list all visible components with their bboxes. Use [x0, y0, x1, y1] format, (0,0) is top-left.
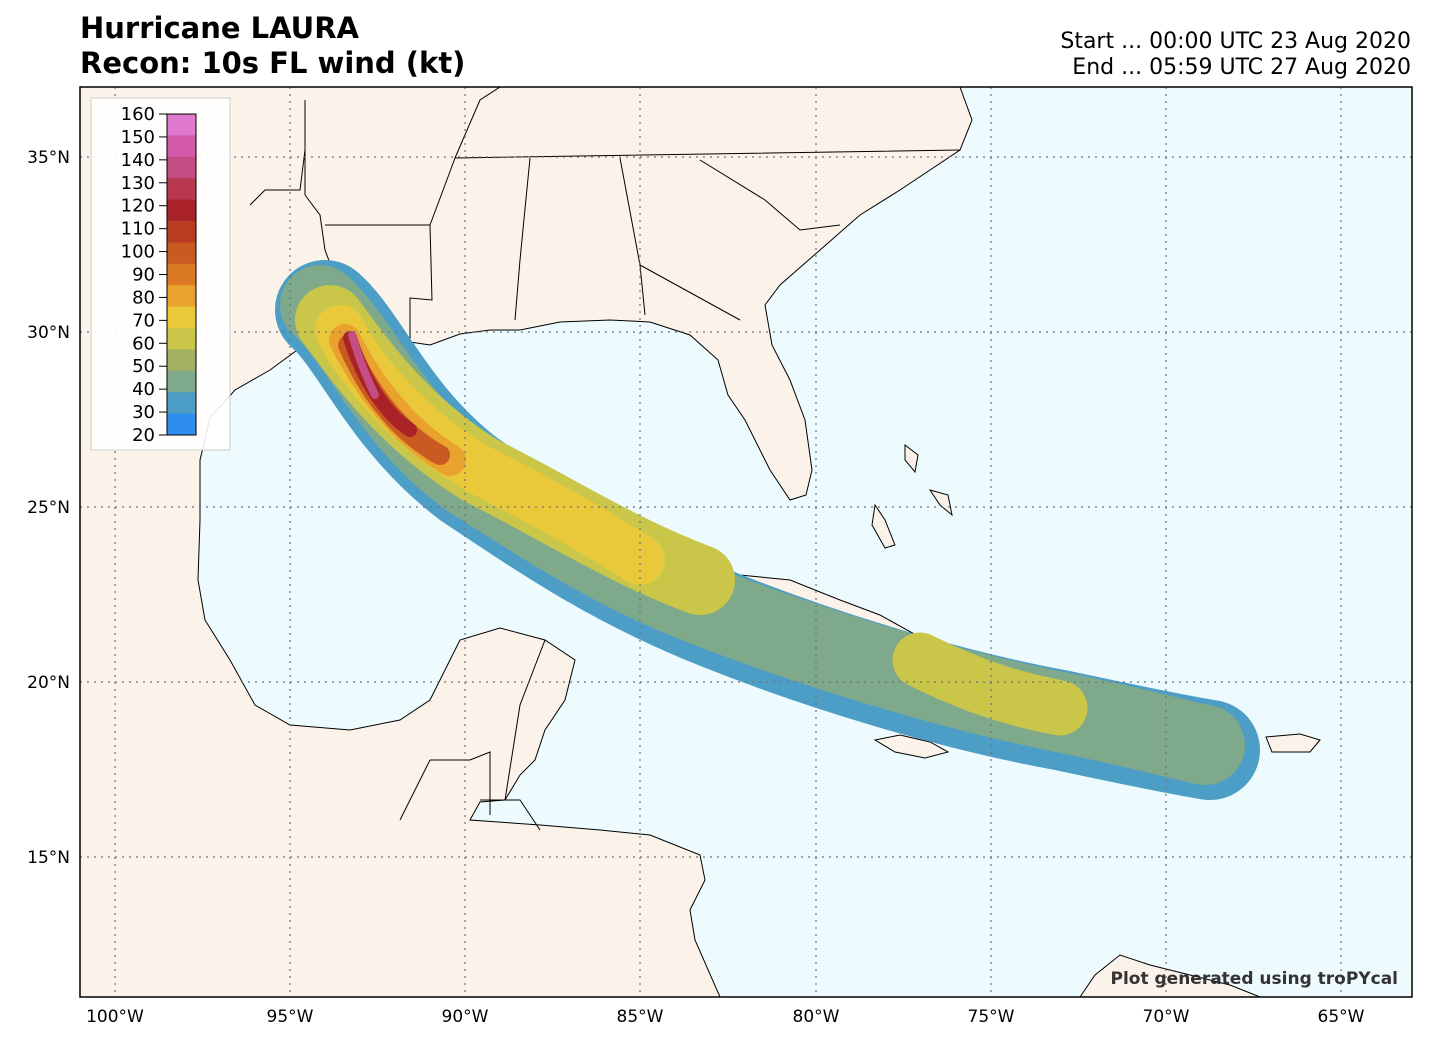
land-bahamas — [871, 443, 953, 549]
wind-swath — [275, 260, 1260, 800]
colorbar-swatch — [167, 349, 196, 372]
colorbar-tick-label: 140 — [121, 150, 155, 171]
colorbar-tick-label: 30 — [132, 402, 155, 423]
lon-label: 90°W — [442, 1007, 489, 1027]
start-time: Start ... 00:00 UTC 23 Aug 2020 — [1060, 29, 1411, 54]
lon-label: 100°W — [86, 1007, 144, 1027]
colorbar-tick-label: 70 — [132, 310, 155, 331]
colorbar-swatch — [167, 135, 196, 158]
colorbar-tick-label: 40 — [132, 379, 155, 400]
colorbar-swatch — [167, 285, 196, 308]
lat-label: 20°N — [27, 673, 70, 693]
map-frame — [79, 86, 1413, 998]
colorbar-tick-label: 130 — [121, 173, 155, 194]
colorbar-tick-label: 80 — [132, 287, 155, 308]
colorbar-tick-label: 50 — [132, 356, 155, 377]
end-time: End ... 05:59 UTC 27 Aug 2020 — [1072, 55, 1411, 80]
land-jamaica — [873, 734, 950, 759]
colorbar-tick-label: 120 — [121, 196, 155, 217]
colorbar-tick-label: 110 — [121, 219, 155, 240]
colorbar-swatch — [167, 306, 196, 329]
lon-label: 75°W — [968, 1007, 1015, 1027]
colorbar-swatch — [167, 156, 196, 179]
lon-label: 65°W — [1318, 1007, 1365, 1027]
colorbar-tick-label: 100 — [121, 242, 155, 263]
colorbar-tick-label: 20 — [132, 425, 155, 446]
lon-label: 95°W — [267, 1007, 314, 1027]
plot-subtitle: Recon: 10s FL wind (kt) — [80, 46, 466, 80]
colorbar-swatch — [167, 221, 196, 243]
colorbar-swatch — [167, 263, 196, 286]
land-puerto-rico — [1265, 733, 1321, 753]
land-south-america — [1079, 954, 1261, 997]
lat-label: 35°N — [27, 148, 70, 168]
gridlines — [80, 87, 1412, 997]
lon-label: 70°W — [1143, 1007, 1190, 1027]
lat-label: 25°N — [27, 498, 70, 518]
colorbar-swatch — [167, 242, 196, 265]
colorbar-tick-label: 150 — [121, 127, 155, 148]
colorbar-tick-label: 60 — [132, 333, 155, 354]
lat-labels: 35°N 30°N 25°N 20°N 15°N — [27, 148, 70, 868]
lat-label: 15°N — [27, 848, 70, 868]
lon-label: 85°W — [617, 1007, 664, 1027]
credit-text: Plot generated using troPYcal — [1110, 969, 1398, 989]
colorbar-swatch — [167, 178, 196, 201]
lon-labels: 100°W 95°W 90°W 85°W 80°W 75°W 70°W 65°W — [86, 1007, 1365, 1027]
colorbar-swatch — [167, 199, 196, 222]
colorbar-swatch — [167, 328, 196, 350]
colorbar-swatch — [167, 114, 196, 136]
plot-title: Hurricane LAURA — [80, 11, 359, 45]
lat-label: 30°N — [27, 323, 70, 343]
colorbar-swatch — [167, 392, 196, 415]
colorbar-swatch — [167, 370, 196, 393]
colorbar-tick-label: 160 — [121, 104, 155, 125]
colorbar-tick-label: 90 — [132, 265, 155, 286]
colorbar-swatch — [167, 413, 196, 436]
lon-label: 80°W — [793, 1007, 840, 1027]
